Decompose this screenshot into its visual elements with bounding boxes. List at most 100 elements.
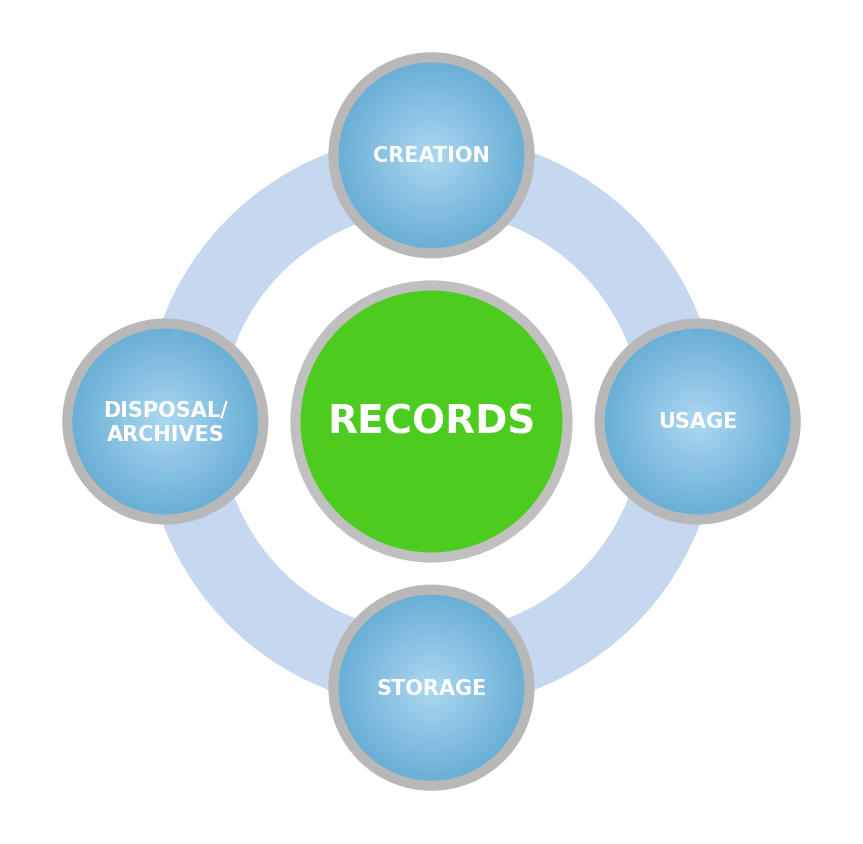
Circle shape — [387, 644, 476, 732]
Circle shape — [89, 345, 242, 499]
Circle shape — [356, 81, 507, 231]
Circle shape — [397, 653, 466, 722]
Circle shape — [364, 620, 499, 755]
Circle shape — [391, 647, 472, 728]
Circle shape — [655, 379, 740, 465]
Circle shape — [343, 68, 520, 245]
Circle shape — [374, 98, 489, 214]
Circle shape — [365, 622, 498, 754]
Circle shape — [413, 138, 450, 175]
Circle shape — [639, 363, 757, 481]
Circle shape — [408, 133, 455, 180]
Circle shape — [663, 387, 733, 457]
Circle shape — [616, 341, 779, 503]
Circle shape — [416, 141, 447, 171]
Circle shape — [652, 376, 743, 468]
Circle shape — [658, 382, 737, 462]
Circle shape — [117, 375, 213, 469]
Circle shape — [349, 605, 514, 771]
Circle shape — [606, 330, 790, 514]
Circle shape — [341, 598, 522, 778]
Circle shape — [637, 361, 758, 483]
Circle shape — [354, 78, 509, 234]
Circle shape — [608, 333, 787, 511]
Circle shape — [99, 356, 231, 488]
Circle shape — [677, 401, 719, 443]
Circle shape — [102, 358, 230, 486]
Circle shape — [162, 419, 169, 425]
Circle shape — [633, 357, 763, 487]
Circle shape — [372, 629, 491, 747]
Circle shape — [607, 332, 788, 512]
Circle shape — [682, 406, 714, 438]
Circle shape — [686, 410, 709, 434]
Circle shape — [110, 366, 221, 478]
Circle shape — [653, 378, 742, 466]
Circle shape — [640, 365, 754, 479]
Circle shape — [151, 408, 180, 436]
Circle shape — [404, 128, 459, 184]
Circle shape — [347, 603, 516, 772]
Circle shape — [121, 378, 210, 466]
Circle shape — [381, 638, 482, 738]
Circle shape — [344, 601, 519, 775]
Circle shape — [406, 663, 457, 713]
Circle shape — [369, 94, 494, 219]
Circle shape — [124, 381, 206, 463]
Circle shape — [338, 595, 525, 781]
Circle shape — [160, 416, 171, 428]
Circle shape — [595, 319, 801, 525]
Circle shape — [394, 119, 469, 193]
Circle shape — [431, 687, 432, 689]
Circle shape — [135, 392, 196, 452]
Circle shape — [407, 663, 456, 712]
Circle shape — [384, 641, 479, 735]
Circle shape — [622, 347, 773, 497]
Circle shape — [348, 73, 515, 240]
Circle shape — [351, 76, 512, 236]
Circle shape — [163, 419, 167, 425]
Circle shape — [113, 370, 217, 474]
Circle shape — [400, 125, 463, 187]
Circle shape — [392, 648, 471, 728]
Circle shape — [362, 618, 501, 758]
Circle shape — [126, 382, 205, 462]
Circle shape — [345, 602, 518, 774]
Circle shape — [630, 354, 765, 490]
Circle shape — [367, 91, 496, 221]
Circle shape — [352, 78, 511, 235]
Circle shape — [344, 69, 519, 243]
Circle shape — [425, 682, 438, 694]
Circle shape — [619, 343, 777, 501]
Circle shape — [679, 403, 716, 441]
Circle shape — [132, 388, 199, 456]
Circle shape — [141, 398, 190, 446]
Circle shape — [363, 619, 500, 756]
Circle shape — [75, 332, 256, 512]
Circle shape — [399, 655, 464, 721]
Circle shape — [130, 387, 200, 457]
Circle shape — [649, 373, 746, 471]
Circle shape — [394, 650, 469, 726]
Circle shape — [401, 126, 462, 187]
Text: STORAGE: STORAGE — [376, 678, 487, 698]
Circle shape — [412, 137, 451, 176]
Circle shape — [361, 617, 502, 759]
Circle shape — [375, 632, 488, 744]
Circle shape — [425, 681, 438, 695]
Circle shape — [629, 354, 766, 490]
Circle shape — [123, 380, 207, 464]
Circle shape — [656, 380, 740, 464]
Circle shape — [623, 348, 772, 496]
Circle shape — [119, 376, 211, 468]
Circle shape — [156, 413, 174, 431]
Circle shape — [612, 336, 784, 508]
Circle shape — [422, 679, 441, 697]
Circle shape — [678, 403, 717, 441]
Circle shape — [413, 669, 450, 706]
Circle shape — [362, 87, 501, 226]
Circle shape — [672, 397, 723, 447]
Circle shape — [372, 97, 491, 215]
Circle shape — [349, 73, 514, 239]
Circle shape — [370, 626, 493, 749]
